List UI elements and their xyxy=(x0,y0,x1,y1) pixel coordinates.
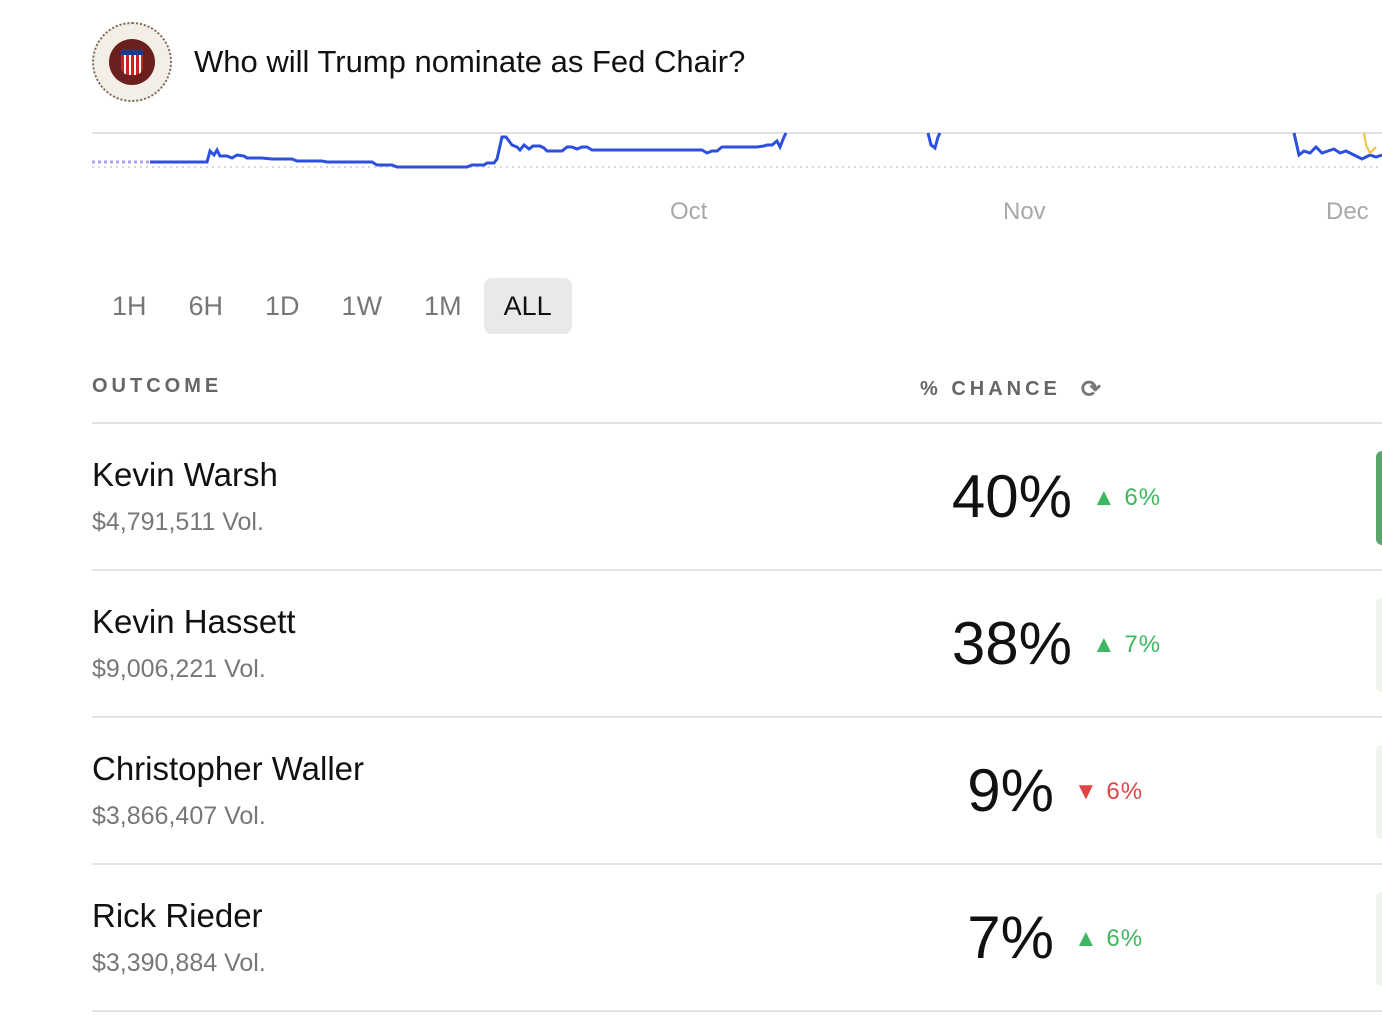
outcome-chance: 9% xyxy=(967,757,1054,824)
outcome-volume: $3,866,407 Vol. xyxy=(92,802,266,830)
outcome-change: ▼ 6% xyxy=(1074,778,1144,805)
range-1m[interactable]: 1M xyxy=(424,290,462,321)
outcome-column-header: OUTCOME xyxy=(92,375,223,397)
series-line-nov xyxy=(926,132,942,151)
outcome-row[interactable]: Kevin Hassett $9,006,221 Vol. 38% ▲ 7% xyxy=(92,569,1382,716)
range-1h[interactable]: 1H xyxy=(112,290,147,321)
range-6h[interactable]: 6H xyxy=(188,290,224,321)
outcome-name: Kevin Hassett xyxy=(92,603,296,640)
outcome-volume: $9,006,221 Vol. xyxy=(92,655,266,683)
divider xyxy=(92,1010,1382,1012)
outcome-name: Christopher Waller xyxy=(92,750,365,787)
outcome-chance: 7% xyxy=(967,904,1054,971)
outcome-row[interactable]: Christopher Waller $3,866,407 Vol. 9% ▼ … xyxy=(92,716,1382,863)
outcome-name: Rick Rieder xyxy=(92,897,263,934)
price-chart[interactable]: Oct Nov Dec xyxy=(92,125,1382,235)
outcome-chance: 40% xyxy=(951,463,1072,530)
page-title: Who will Trump nominate as Fed Chair? xyxy=(194,44,746,79)
outcome-change: ▲ 6% xyxy=(1092,484,1162,511)
chance-column-header: % CHANCE xyxy=(920,378,1061,400)
range-1w[interactable]: 1W xyxy=(341,290,383,321)
buy-button-edge[interactable] xyxy=(1376,745,1382,839)
table-header: OUTCOME % CHANCE ⟳ xyxy=(92,375,1382,403)
series-line xyxy=(150,132,788,169)
x-tick-dec: Dec xyxy=(1326,198,1369,225)
outcome-volume: $3,390,884 Vol. xyxy=(92,949,266,977)
refresh-icon[interactable]: ⟳ xyxy=(1080,376,1102,403)
buy-button-edge[interactable] xyxy=(1376,598,1382,692)
buy-button-edge[interactable] xyxy=(1376,892,1382,986)
outcome-change: ▲ 7% xyxy=(1092,631,1162,658)
outcome-name: Kevin Warsh xyxy=(92,456,278,493)
range-1d[interactable]: 1D xyxy=(265,290,300,321)
outcome-row[interactable]: Kevin Warsh $4,791,511 Vol. 40% ▲ 6% xyxy=(92,422,1382,569)
market-header: Who will Trump nominate as Fed Chair? xyxy=(92,22,745,102)
buy-button-edge[interactable] xyxy=(1376,451,1382,545)
time-range-selector: 1H 6H 1D 1W 1M ALL xyxy=(92,278,574,334)
series-line-dec xyxy=(1292,132,1382,161)
series-line-yellow xyxy=(1363,132,1377,155)
outcome-change: ▲ 6% xyxy=(1074,925,1144,952)
outcome-row[interactable]: Rick Rieder $3,390,884 Vol. 7% ▲ 6% xyxy=(92,863,1382,1010)
outcome-chance: 38% xyxy=(951,610,1072,677)
x-tick-nov: Nov xyxy=(1003,198,1046,225)
outcome-volume: $4,791,511 Vol. xyxy=(92,508,264,536)
chart-lines xyxy=(92,132,1382,169)
range-all[interactable]: ALL xyxy=(483,278,572,334)
outcome-list: Kevin Warsh $4,791,511 Vol. 40% ▲ 6% Kev… xyxy=(92,422,1382,1012)
federal-reserve-logo xyxy=(92,22,172,102)
x-tick-oct: Oct xyxy=(670,198,708,225)
